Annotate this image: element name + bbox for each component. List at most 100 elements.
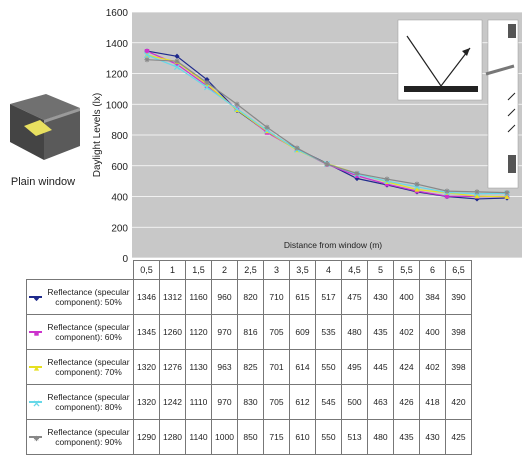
table-row: Reflectance (specular component): 70% 132… (26, 349, 472, 385)
table-cell-value: 705 (263, 314, 290, 350)
y-tick-label: 400 (111, 193, 128, 204)
table-cell-value: 550 (315, 419, 342, 455)
table-cell-value: 402 (419, 349, 446, 385)
data-point (444, 193, 450, 199)
table-cell-value: 384 (419, 279, 446, 315)
data-point (233, 105, 241, 112)
table-cell-value: 420 (445, 384, 472, 420)
table-cell-value: 1346 (133, 279, 160, 315)
y-tick-label: 1200 (106, 70, 129, 81)
table-cell-value: 1320 (133, 349, 160, 385)
table-row: Reflectance (specular component): 60% 134… (26, 314, 472, 350)
data-point (143, 52, 151, 59)
table-cell-value: 701 (263, 349, 290, 385)
table-cell-value: 612 (289, 384, 316, 420)
data-point (264, 124, 270, 130)
legend-label: Reflectance (specular component): 70% (47, 357, 130, 377)
table-cell-value: 430 (367, 279, 394, 315)
table-corner (26, 260, 134, 280)
table-row: Reflectance (specular component): 80% 132… (26, 384, 472, 420)
window-section-diagram (485, 19, 519, 189)
table-cell-value: 615 (289, 279, 316, 315)
legend-swatch (29, 331, 42, 336)
data-point (144, 48, 150, 54)
table-cell-value: 1130 (185, 349, 212, 385)
table-cell-value: 820 (237, 279, 264, 315)
table-cell-value: 426 (393, 384, 420, 420)
data-point (354, 170, 360, 177)
legend-entry: Reflectance (specular component): 70% (26, 349, 134, 385)
x-tick-label: 6 (419, 260, 446, 280)
table-cell-value: 398 (445, 314, 472, 350)
table-row: Reflectance (specular component): 50% 134… (26, 279, 472, 315)
y-axis-title: Daylight Levels (lx) (92, 93, 103, 177)
data-point (474, 189, 480, 195)
table-cell-value: 545 (315, 384, 342, 420)
x-tick-label: 4 (315, 260, 342, 280)
x-tick-label: 4,5 (341, 260, 368, 280)
table-cell-value: 463 (367, 384, 394, 420)
table-cell-value: 535 (315, 314, 342, 350)
data-point (294, 145, 300, 151)
table-cell-value: 513 (341, 419, 368, 455)
x-tick-label: 0,5 (133, 260, 160, 280)
reflection-diagram (397, 19, 483, 101)
x-tick-label: 5,5 (393, 260, 420, 280)
legend-entry: Reflectance (specular component): 80% (26, 384, 134, 420)
data-point (204, 80, 210, 86)
table-cell-value: 430 (419, 419, 446, 455)
table-cell-value: 418 (419, 384, 446, 420)
y-tick-label: 1600 (106, 8, 129, 19)
table-cell-value: 963 (211, 349, 238, 385)
room-thumbnail (10, 94, 80, 160)
table-cell-value: 970 (211, 384, 238, 420)
legend-entry: Reflectance (specular component): 60% (26, 314, 134, 350)
data-point (203, 84, 211, 91)
table-cell-value: 1312 (159, 279, 186, 315)
y-tick-label: 800 (111, 131, 128, 142)
legend-entry: Reflectance (specular component): 90% (26, 419, 134, 455)
series-layer (143, 48, 511, 202)
table-cell-value: 550 (315, 349, 342, 385)
data-point (504, 190, 510, 196)
table-cell-value: 1140 (185, 419, 212, 455)
table-cell-value: 435 (393, 419, 420, 455)
table-header-row: 0,5 1 1,5 2 2,5 3 3,5 4 4,5 5 5,5 6 6,5 (26, 260, 472, 280)
table-row: Reflectance (specular component): 90% 129… (26, 419, 472, 455)
table-cell-value: 960 (211, 279, 238, 315)
x-tick-label: 3,5 (289, 260, 316, 280)
table-cell-value: 1280 (159, 419, 186, 455)
data-point (173, 64, 181, 71)
y-tick-label: 1400 (106, 39, 129, 50)
table-cell-value: 424 (393, 349, 420, 385)
y-tick-label: 600 (111, 162, 128, 173)
table-cell-value: 1345 (133, 314, 160, 350)
legend-swatch (29, 365, 42, 371)
data-point (324, 161, 330, 167)
table-cell-value: 500 (341, 384, 368, 420)
table-cell-value: 1260 (159, 314, 186, 350)
table-cell-value: 1290 (133, 419, 160, 455)
table-cell-value: 1000 (211, 419, 238, 455)
legend-label: Reflectance (specular component): 90% (47, 427, 130, 447)
data-point (384, 176, 390, 182)
legend-entry: Reflectance (specular component): 50% (26, 279, 134, 315)
table-cell-value: 435 (367, 314, 394, 350)
table-cell-value: 1110 (185, 384, 212, 420)
legend-swatch (29, 400, 42, 407)
table-cell-value: 610 (289, 419, 316, 455)
table-cell-value: 1160 (185, 279, 212, 315)
table-cell-value: 517 (315, 279, 342, 315)
x-tick-label: 3 (263, 260, 290, 280)
table-cell-value: 705 (263, 384, 290, 420)
table-cell-value: 400 (419, 314, 446, 350)
data-point (174, 58, 180, 64)
x-tick-label: 5 (367, 260, 394, 280)
data-point (414, 181, 420, 187)
table-cell-value: 425 (445, 419, 472, 455)
x-tick-label: 1,5 (185, 260, 212, 280)
table-cell-value: 609 (289, 314, 316, 350)
data-point (474, 193, 480, 199)
table-cell-value: 614 (289, 349, 316, 385)
